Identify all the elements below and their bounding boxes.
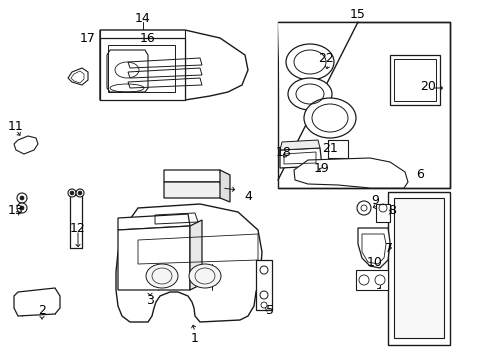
Circle shape [17, 193, 27, 203]
Polygon shape [355, 270, 387, 290]
Polygon shape [278, 22, 357, 100]
Polygon shape [278, 22, 449, 188]
Text: 18: 18 [276, 145, 291, 158]
Text: 3: 3 [146, 293, 154, 306]
Circle shape [68, 189, 76, 197]
Polygon shape [280, 148, 321, 168]
Text: 8: 8 [387, 203, 395, 216]
Polygon shape [100, 30, 247, 100]
Circle shape [17, 203, 27, 213]
Text: 12: 12 [70, 221, 86, 234]
Ellipse shape [285, 44, 333, 80]
Text: 11: 11 [8, 120, 24, 132]
Polygon shape [100, 38, 184, 100]
Text: 1: 1 [191, 332, 199, 345]
Polygon shape [163, 182, 222, 198]
Text: 21: 21 [322, 141, 337, 154]
Circle shape [76, 189, 84, 197]
Text: 22: 22 [318, 51, 333, 64]
Circle shape [356, 201, 370, 215]
Polygon shape [393, 198, 443, 338]
Text: 4: 4 [244, 189, 251, 202]
Polygon shape [375, 204, 389, 222]
Polygon shape [387, 192, 449, 345]
Ellipse shape [146, 264, 178, 288]
Circle shape [20, 196, 24, 200]
Polygon shape [280, 140, 319, 150]
Text: 6: 6 [415, 168, 423, 181]
Circle shape [78, 191, 82, 195]
Polygon shape [116, 204, 262, 322]
Circle shape [70, 191, 74, 195]
Text: 15: 15 [349, 8, 365, 21]
Text: 16: 16 [140, 31, 156, 45]
Text: 20: 20 [419, 80, 435, 93]
Text: 17: 17 [80, 31, 96, 45]
Text: 2: 2 [38, 303, 46, 316]
Polygon shape [14, 136, 38, 154]
Text: 5: 5 [265, 303, 273, 316]
Polygon shape [256, 260, 271, 310]
Text: 14: 14 [135, 12, 151, 24]
Polygon shape [190, 220, 202, 290]
Ellipse shape [189, 264, 221, 288]
Text: 9: 9 [370, 194, 378, 207]
Polygon shape [389, 55, 439, 105]
Text: 10: 10 [366, 256, 382, 269]
Polygon shape [118, 226, 190, 290]
Polygon shape [68, 68, 88, 85]
Text: 13: 13 [8, 203, 24, 216]
Polygon shape [14, 288, 60, 316]
Polygon shape [118, 214, 190, 230]
Polygon shape [293, 158, 407, 188]
Circle shape [20, 206, 24, 210]
Polygon shape [357, 228, 389, 268]
Polygon shape [220, 170, 229, 202]
Polygon shape [327, 140, 347, 158]
Text: 19: 19 [313, 162, 329, 175]
Circle shape [360, 205, 366, 211]
Polygon shape [163, 170, 222, 182]
Text: 7: 7 [384, 242, 392, 255]
Ellipse shape [304, 98, 355, 138]
Ellipse shape [287, 78, 331, 110]
Polygon shape [317, 162, 339, 175]
